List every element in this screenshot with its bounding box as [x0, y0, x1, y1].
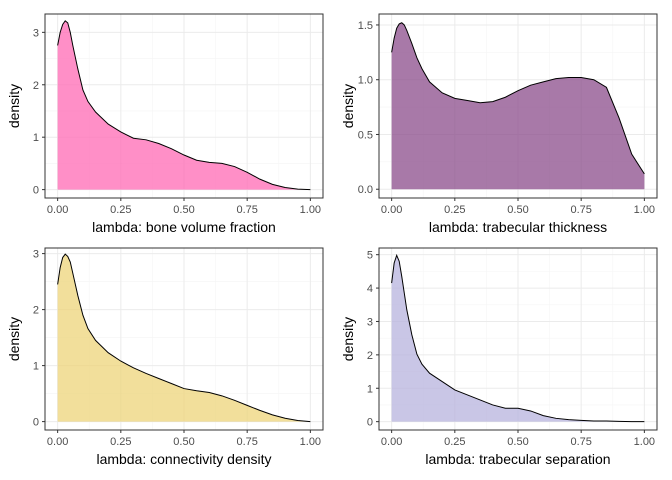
y-tick-label: 0	[367, 417, 373, 429]
density-line	[391, 253, 645, 423]
density-area	[57, 254, 311, 422]
x-axis-title: lambda: connectivity density	[96, 451, 271, 467]
x-tick-label: 0.75	[570, 436, 591, 448]
y-tick-label: 1.0	[358, 75, 373, 87]
density-area	[391, 255, 645, 422]
x-axis-title: lambda: bone volume fraction	[92, 219, 276, 235]
y-tick-label: 1.5	[358, 20, 373, 32]
x-tick-label: 0.75	[236, 204, 257, 216]
y-tick-label: 3	[367, 316, 373, 328]
panel-3: 0.00 0.25 0.50 0.75 1.00 0 1 2 3 lambda: connecti…	[6, 247, 324, 467]
y-axis-title: density	[340, 84, 356, 128]
y-tick-label: 0.0	[358, 184, 373, 196]
panel-1: 0.00 0.25 0.50 0.75 1.00 0 1 2 3 lambda: bone vol…	[6, 13, 324, 235]
y-axis-title: density	[6, 84, 22, 128]
x-tick-label: 0.00	[47, 204, 68, 216]
y-tick-label: 3	[33, 249, 39, 261]
x-tick-label: 0.25	[444, 204, 465, 216]
x-tick-label: 0.25	[110, 436, 131, 448]
density-area	[57, 20, 311, 190]
y-tick-label: 2	[33, 305, 39, 317]
density-area	[391, 22, 645, 190]
y-tick-label: 2	[33, 80, 39, 92]
x-tick-label: 0.75	[570, 204, 591, 216]
density-line	[57, 253, 311, 423]
y-tick-label: 2	[367, 350, 373, 362]
y-tick-label: 0	[33, 185, 39, 197]
y-tick-label: 3	[33, 27, 39, 39]
x-tick-label: 0.50	[507, 204, 528, 216]
x-tick-label: 1.00	[300, 204, 321, 216]
y-tick-label: 1	[33, 361, 39, 373]
x-tick-label: 0.50	[507, 436, 528, 448]
y-tick-label: 1	[367, 383, 373, 395]
x-tick-label: 0.00	[47, 436, 68, 448]
x-tick-label: 0.25	[444, 436, 465, 448]
panel-2: 0.00 0.25 0.50 0.75 1.00 0.0 0.5 1.0 1.5 lambda: …	[340, 13, 658, 235]
x-tick-label: 0.00	[381, 204, 402, 216]
x-tick-label: 0.25	[110, 204, 131, 216]
y-tick-label: 1	[33, 132, 39, 144]
density-line	[57, 20, 311, 191]
x-axis-title: lambda: trabecular separation	[425, 451, 610, 467]
density-line	[391, 22, 645, 175]
x-tick-label: 1.00	[634, 436, 655, 448]
y-tick-label: 0	[33, 417, 39, 429]
panel-4: 0.00 0.25 0.50 0.75 1.00 0 1 2 3 4 5 lambda: trabec…	[340, 247, 658, 467]
x-axis-title: lambda: trabecular thickness	[429, 219, 607, 235]
y-tick-label: 4	[367, 283, 373, 295]
x-tick-label: 0.75	[236, 436, 257, 448]
x-tick-label: 0.50	[173, 436, 194, 448]
x-tick-label: 0.50	[173, 204, 194, 216]
y-tick-label: 5	[367, 250, 373, 262]
x-tick-label: 0.00	[381, 436, 402, 448]
x-tick-label: 1.00	[634, 204, 655, 216]
y-axis-title: density	[340, 317, 356, 361]
y-axis-title: density	[6, 317, 22, 361]
x-tick-label: 1.00	[300, 436, 321, 448]
y-tick-label: 0.5	[358, 129, 373, 141]
